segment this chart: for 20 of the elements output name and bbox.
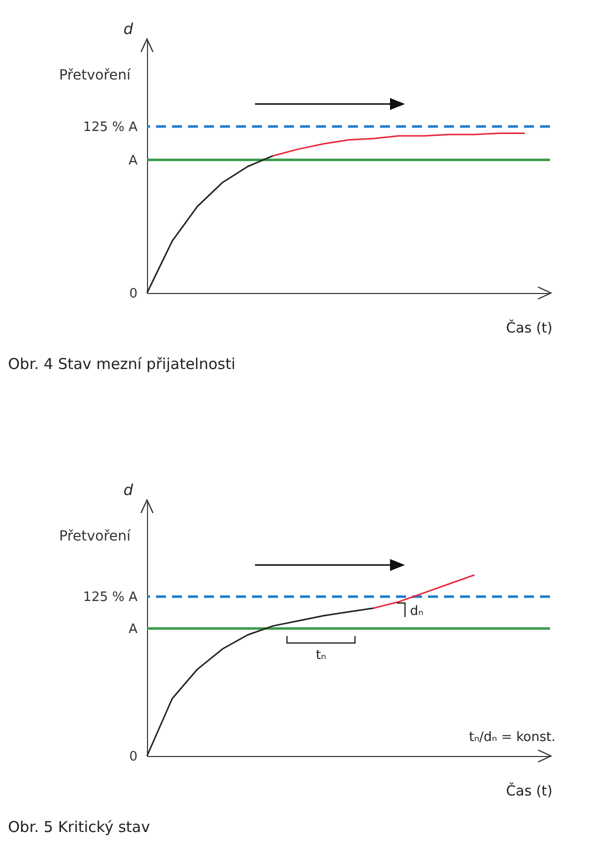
annotation: tₙ/dₙ = konst. bbox=[469, 730, 556, 745]
y-tick-label: 125 % A bbox=[83, 120, 138, 136]
text: d bbox=[123, 20, 134, 38]
annotation: dₙ bbox=[410, 604, 424, 619]
y-tick-label: A bbox=[128, 622, 138, 637]
line-series bbox=[146, 155, 274, 294]
y-tick-label: 125 % A bbox=[83, 590, 138, 606]
x-axis-title: Čas (t) bbox=[506, 782, 552, 800]
line-series bbox=[146, 607, 374, 757]
y-tick-label: 0 bbox=[129, 750, 138, 764]
y-tick-label: A bbox=[128, 153, 138, 168]
x-axis-title: Čas (t) bbox=[506, 320, 552, 336]
y-tick-label: 0 bbox=[129, 286, 138, 302]
text: d bbox=[123, 481, 134, 499]
y-axis-title: Přetvoření bbox=[59, 528, 132, 544]
y-axis-title: Přetvoření bbox=[59, 68, 132, 84]
annotation: tₙ bbox=[316, 648, 326, 663]
text: Obr. 5 Kritický stav bbox=[8, 818, 150, 836]
text: Obr. 4 Stav mezní přijatelnosti bbox=[8, 355, 236, 373]
line-series bbox=[272, 132, 526, 157]
